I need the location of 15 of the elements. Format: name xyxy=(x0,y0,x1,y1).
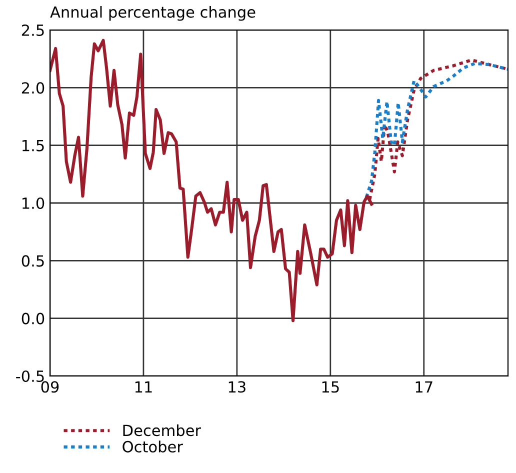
y-tick-label: 0.0 xyxy=(22,312,44,324)
legend-label: October xyxy=(122,440,183,452)
y-tick-label: 1.0 xyxy=(22,197,44,210)
x-tick-label: 11 xyxy=(135,381,152,392)
x-tick-label: 09 xyxy=(41,381,59,393)
y-tick-label: 2.0 xyxy=(22,82,44,94)
x-tick-label: 15 xyxy=(322,381,339,393)
y-tick-label: 2.5 xyxy=(22,24,44,36)
y-tick-label: 0.5 xyxy=(22,255,44,267)
y-tick-label: 1.5 xyxy=(22,140,44,152)
x-tick-label: 17 xyxy=(416,381,432,392)
y-tick-label: -0.5 xyxy=(16,370,44,382)
legend-label: December xyxy=(123,424,202,436)
x-tick-label: 13 xyxy=(228,381,246,393)
chart-title: Annual percentage change xyxy=(50,6,256,21)
